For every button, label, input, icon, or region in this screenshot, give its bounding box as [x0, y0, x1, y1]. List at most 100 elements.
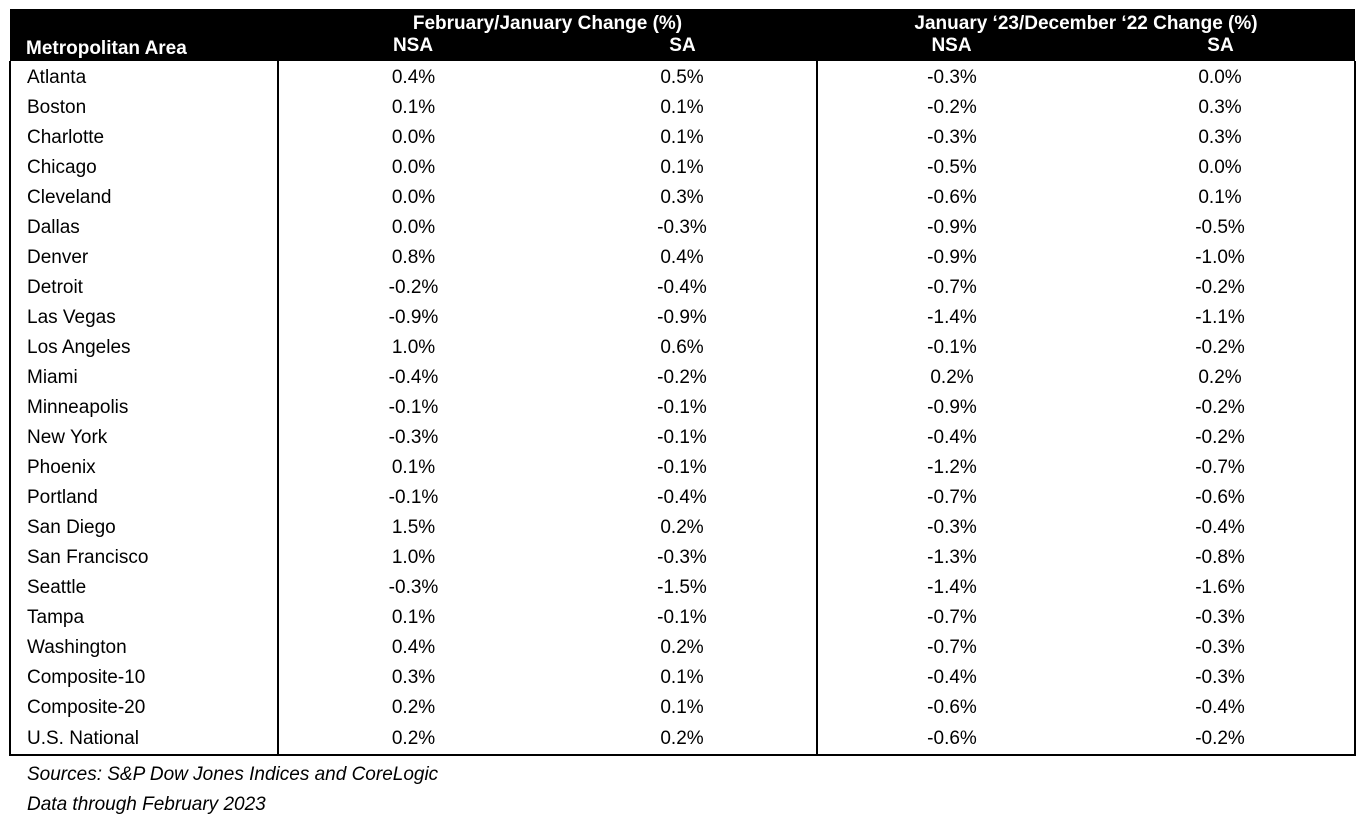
cell-metro-area: New York: [9, 423, 279, 453]
table-row: Charlotte 0.0% 0.1% -0.3% 0.3%: [9, 123, 1357, 153]
cell-feb-jan-sa: -0.1%: [548, 603, 818, 633]
column-group-jan-dec: January ‘23/December ‘22 Change (%): [817, 9, 1356, 35]
cell-feb-jan-sa: -0.4%: [548, 483, 818, 513]
table-row: Portland -0.1% -0.4% -0.7% -0.6%: [9, 483, 1357, 513]
data-through-note: Data through February 2023: [27, 794, 266, 815]
table-row: Las Vegas -0.9% -0.9% -1.4% -1.1%: [9, 303, 1357, 333]
cell-jan-dec-nsa: -1.4%: [927, 577, 977, 598]
table-row: Denver 0.8% 0.4% -0.9% -1.0%: [9, 243, 1357, 273]
table-row: Composite-20 0.2% 0.1% -0.6% -0.4%: [9, 693, 1357, 723]
cell-jan-dec-nsa: -0.6%: [817, 723, 1086, 756]
cell-feb-jan-sa: -0.1%: [548, 423, 818, 453]
cell-feb-jan-nsa: 0.2%: [278, 723, 548, 756]
cell-feb-jan-sa: -0.3%: [548, 543, 818, 573]
cell-metro-area: Chicago: [9, 153, 279, 183]
cell-jan-dec-nsa: -1.4%: [927, 307, 977, 328]
cell-feb-jan-sa: 0.1%: [548, 123, 818, 153]
cell-metro-area: Composite-20: [9, 693, 279, 723]
cell-jan-dec-nsa: -0.9%: [927, 397, 977, 418]
cell-metro-area: U.S. National: [9, 723, 279, 756]
table-row: Detroit -0.2% -0.4% -0.7% -0.2%: [9, 273, 1357, 303]
cell-feb-jan-nsa: 1.0%: [391, 547, 436, 568]
cell-jan-dec-nsa: -1.2%: [927, 457, 977, 478]
cell-jan-dec-nsa: -0.7%: [927, 637, 977, 658]
cell-jan-dec-nsa: -0.2%: [927, 97, 977, 118]
cell-jan-dec-sa: -1.1%: [1086, 303, 1357, 333]
cell-metro-area: San Diego: [9, 513, 279, 543]
cell-jan-dec-sa: -0.5%: [1086, 213, 1357, 243]
table-row: Cleveland 0.0% 0.3% -0.6% 0.1%: [9, 183, 1357, 213]
cell-jan-dec-sa: -0.3%: [1086, 633, 1357, 663]
cell-jan-dec-nsa: -0.4%: [927, 427, 977, 448]
cell-feb-jan-nsa: 0.3%: [391, 667, 436, 688]
cell-jan-dec-nsa: -0.6%: [927, 697, 977, 718]
cell-metro-area: Cleveland: [9, 183, 279, 213]
sources-note: Sources: S&P Dow Jones Indices and CoreL…: [27, 764, 439, 785]
cell-feb-jan-nsa: 0.0%: [391, 187, 436, 208]
cell-jan-dec-nsa: -0.3%: [927, 67, 977, 88]
table-row: New York -0.3% -0.1% -0.4% -0.2%: [9, 423, 1357, 453]
table-row: San Diego 1.5% 0.2% -0.3% -0.4%: [9, 513, 1357, 543]
cell-feb-jan-sa: 0.4%: [548, 243, 818, 273]
cell-metro-area: San Francisco: [9, 543, 279, 573]
cell-feb-jan-nsa: 0.1%: [391, 607, 436, 628]
cell-metro-area: Dallas: [9, 213, 279, 243]
metro-change-table: Metropolitan Area February/January Chang…: [9, 9, 1357, 756]
cell-jan-dec-sa: -0.8%: [1086, 543, 1357, 573]
table-row: Boston 0.1% 0.1% -0.2% 0.3%: [9, 93, 1357, 123]
cell-feb-jan-sa: 0.2%: [548, 633, 818, 663]
cell-feb-jan-nsa: -0.2%: [388, 277, 439, 298]
column-group-feb-jan: February/January Change (%): [278, 9, 817, 35]
cell-metro-area: Portland: [9, 483, 279, 513]
cell-feb-jan-sa: 0.6%: [548, 333, 818, 363]
table-row: Los Angeles 1.0% 0.6% -0.1% -0.2%: [9, 333, 1357, 363]
cell-metro-area: Phoenix: [9, 453, 279, 483]
cell-feb-jan-sa: 0.5%: [548, 61, 818, 93]
cell-jan-dec-nsa: -0.7%: [927, 487, 977, 508]
cell-feb-jan-nsa: -0.1%: [388, 487, 439, 508]
cell-jan-dec-sa: -0.2%: [1086, 273, 1357, 303]
cell-feb-jan-sa: -0.1%: [548, 393, 818, 423]
table-row: U.S. National 0.2% 0.2% -0.6% -0.2%: [9, 723, 1357, 756]
cell-feb-jan-nsa: 0.0%: [391, 217, 436, 238]
cell-metro-area: Detroit: [9, 273, 279, 303]
table-row: Minneapolis -0.1% -0.1% -0.9% -0.2%: [9, 393, 1357, 423]
cell-feb-jan-nsa: 1.5%: [391, 517, 436, 538]
cell-feb-jan-sa: -0.2%: [548, 363, 818, 393]
cell-metro-area: Tampa: [9, 603, 279, 633]
cell-jan-dec-sa: -1.0%: [1086, 243, 1357, 273]
cell-metro-area: Boston: [9, 93, 279, 123]
cell-feb-jan-nsa: -0.4%: [388, 367, 439, 388]
cell-jan-dec-nsa: -0.9%: [927, 217, 977, 238]
cell-jan-dec-sa: -0.3%: [1086, 603, 1357, 633]
table-row: Seattle -0.3% -1.5% -1.4% -1.6%: [9, 573, 1357, 603]
cell-feb-jan-sa: 0.3%: [548, 183, 818, 213]
cell-feb-jan-nsa: -0.3%: [388, 577, 439, 598]
cell-jan-dec-sa: -0.7%: [1086, 453, 1357, 483]
table-row: Miami -0.4% -0.2% 0.2% 0.2%: [9, 363, 1357, 393]
cell-jan-dec-nsa: -0.4%: [927, 667, 977, 688]
cell-feb-jan-sa: 0.2%: [548, 513, 818, 543]
cell-jan-dec-sa: -1.6%: [1086, 573, 1357, 603]
table-row: San Francisco 1.0% -0.3% -1.3% -0.8%: [9, 543, 1357, 573]
column-header-feb-jan-nsa: NSA: [278, 35, 548, 61]
cell-feb-jan-nsa: 0.2%: [391, 697, 436, 718]
column-header-jan-dec-nsa: NSA: [817, 35, 1086, 61]
cell-metro-area: Los Angeles: [9, 333, 279, 363]
cell-jan-dec-sa: 0.1%: [1086, 183, 1357, 213]
cell-feb-jan-sa: -0.9%: [548, 303, 818, 333]
cell-jan-dec-nsa: -0.9%: [927, 247, 977, 268]
cell-feb-jan-sa: -0.4%: [548, 273, 818, 303]
cell-jan-dec-sa: -0.3%: [1086, 663, 1357, 693]
cell-feb-jan-nsa: 0.4%: [391, 67, 436, 88]
table-row: Phoenix 0.1% -0.1% -1.2% -0.7%: [9, 453, 1357, 483]
cell-metro-area: Washington: [9, 633, 279, 663]
table-row: Tampa 0.1% -0.1% -0.7% -0.3%: [9, 603, 1357, 633]
cell-jan-dec-sa: -0.2%: [1086, 723, 1357, 756]
cell-feb-jan-sa: -0.3%: [548, 213, 818, 243]
table-row: Dallas 0.0% -0.3% -0.9% -0.5%: [9, 213, 1357, 243]
cell-jan-dec-sa: -0.2%: [1086, 393, 1357, 423]
cell-jan-dec-sa: 0.3%: [1086, 123, 1357, 153]
cell-feb-jan-sa: -1.5%: [548, 573, 818, 603]
cell-feb-jan-nsa: 1.0%: [391, 337, 436, 358]
